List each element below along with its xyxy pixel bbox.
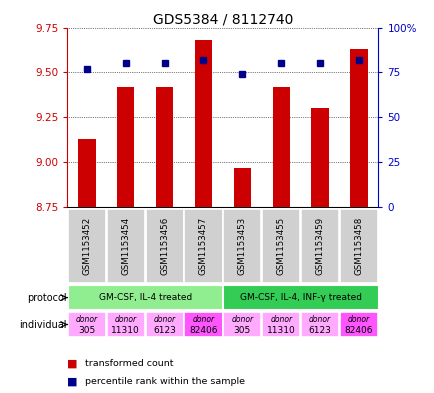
Text: 6123: 6123 (308, 326, 331, 335)
Text: donor: donor (347, 315, 369, 324)
FancyBboxPatch shape (68, 312, 105, 337)
Text: ■: ■ (67, 376, 78, 386)
Text: donor: donor (309, 315, 330, 324)
Bar (272, 87, 289, 207)
FancyBboxPatch shape (339, 209, 377, 283)
Text: GSM1153455: GSM1153455 (276, 217, 285, 275)
FancyBboxPatch shape (68, 285, 223, 310)
Text: individual: individual (19, 320, 66, 329)
FancyBboxPatch shape (68, 209, 105, 283)
Bar (155, 87, 173, 207)
Text: ■: ■ (67, 358, 78, 369)
Text: 6123: 6123 (153, 326, 176, 335)
Text: donor: donor (192, 315, 214, 324)
Text: protocol: protocol (27, 292, 66, 303)
Text: donor: donor (231, 315, 253, 324)
FancyBboxPatch shape (145, 312, 183, 337)
Bar (311, 108, 328, 207)
Text: GSM1153459: GSM1153459 (315, 217, 324, 275)
FancyBboxPatch shape (339, 312, 377, 337)
FancyBboxPatch shape (145, 209, 183, 283)
Text: 11310: 11310 (266, 326, 295, 335)
Bar (233, 167, 250, 207)
FancyBboxPatch shape (106, 312, 145, 337)
Text: donor: donor (76, 315, 98, 324)
FancyBboxPatch shape (262, 312, 299, 337)
FancyBboxPatch shape (300, 312, 339, 337)
Text: donor: donor (270, 315, 292, 324)
Bar (194, 40, 212, 207)
FancyBboxPatch shape (184, 209, 222, 283)
Text: GSM1153453: GSM1153453 (237, 217, 247, 275)
FancyBboxPatch shape (106, 209, 145, 283)
Text: 82406: 82406 (344, 326, 372, 335)
Text: donor: donor (115, 315, 136, 324)
Bar (117, 87, 134, 207)
FancyBboxPatch shape (223, 285, 378, 310)
Text: GSM1153452: GSM1153452 (82, 217, 91, 275)
FancyBboxPatch shape (262, 209, 299, 283)
Title: GDS5384 / 8112740: GDS5384 / 8112740 (152, 12, 293, 26)
Text: donor: donor (153, 315, 175, 324)
FancyBboxPatch shape (184, 312, 222, 337)
FancyBboxPatch shape (223, 312, 261, 337)
Bar (349, 49, 367, 207)
Text: GSM1153454: GSM1153454 (121, 217, 130, 275)
Text: 11310: 11310 (111, 326, 140, 335)
Text: GSM1153457: GSM1153457 (198, 217, 207, 275)
Text: 82406: 82406 (189, 326, 217, 335)
FancyBboxPatch shape (223, 209, 261, 283)
Text: 305: 305 (233, 326, 250, 335)
Text: 305: 305 (78, 326, 95, 335)
FancyBboxPatch shape (300, 209, 339, 283)
Text: percentile rank within the sample: percentile rank within the sample (85, 377, 244, 386)
Text: GM-CSF, IL-4 treated: GM-CSF, IL-4 treated (99, 293, 192, 302)
Bar (78, 139, 95, 207)
Text: GSM1153456: GSM1153456 (160, 217, 169, 275)
Text: GSM1153458: GSM1153458 (354, 217, 363, 275)
Text: transformed count: transformed count (85, 359, 173, 368)
Text: GM-CSF, IL-4, INF-γ treated: GM-CSF, IL-4, INF-γ treated (240, 293, 361, 302)
